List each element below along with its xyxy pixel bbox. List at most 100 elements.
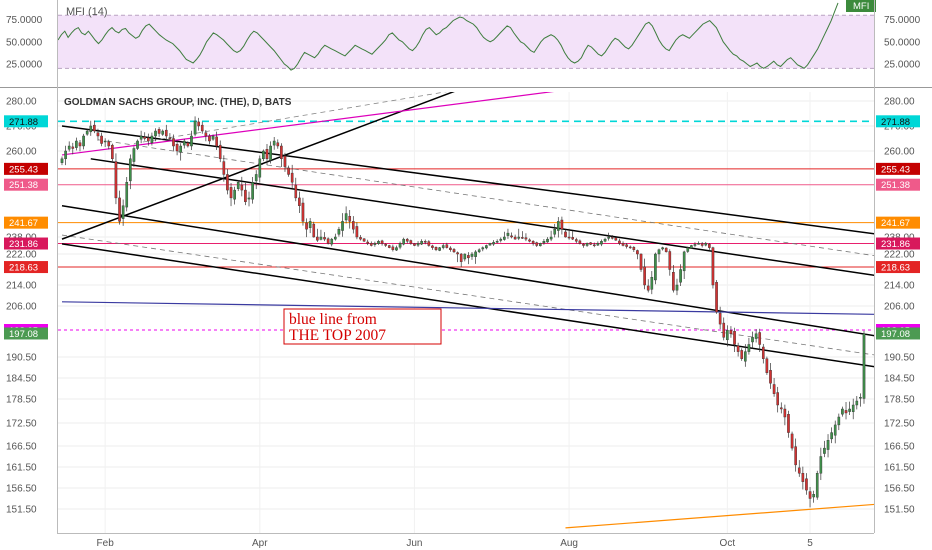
candle-body [452, 249, 456, 253]
price-badge-right [876, 115, 920, 128]
candle-body [139, 135, 143, 140]
candle-body [564, 231, 567, 238]
candle-body [229, 187, 233, 199]
candle-body [812, 494, 815, 498]
price-badge-right [876, 178, 920, 191]
candle-body [636, 250, 639, 255]
price-tick-right: 206.00 [884, 302, 915, 313]
candle-body [157, 129, 161, 134]
candle-body [463, 253, 467, 260]
candle-body [485, 245, 488, 249]
annotation-box [283, 308, 442, 345]
price-badge-label: 251.38 [881, 180, 910, 191]
candle-body [445, 244, 449, 248]
trend-line-median-dashed-1 [97, 139, 874, 257]
price-tick-left: 206.00 [6, 302, 37, 313]
candle-body [585, 243, 589, 246]
candle-body [423, 241, 427, 243]
mfi-tick-right: 50.0000 [884, 37, 921, 48]
candle-body [801, 473, 805, 482]
trend-line-rising-magenta [61, 92, 555, 156]
candle-body [143, 136, 147, 139]
candle-body [603, 238, 607, 242]
price-tick-left: 190.50 [6, 353, 37, 364]
candle-body [747, 344, 751, 352]
candle-body [596, 243, 600, 246]
candle-body [316, 236, 319, 241]
candle-body [521, 237, 524, 239]
candle-body [204, 132, 208, 137]
candle-body [477, 249, 481, 253]
candle-body [808, 491, 812, 499]
candle-body [351, 221, 355, 230]
time-tick: Apr [252, 538, 268, 549]
price-badge-label: 271.88 [9, 117, 38, 128]
price-tick-left: 260.00 [6, 147, 37, 158]
candle-body [833, 424, 837, 436]
candle-body [420, 241, 423, 245]
price-badge-right [876, 261, 920, 274]
price-tick-left: 156.50 [6, 484, 37, 495]
price-badge-label: 218.63 [881, 263, 910, 274]
candle-body [272, 140, 276, 146]
mfi-band [58, 15, 874, 69]
candle-body [682, 251, 686, 272]
candle-body [197, 121, 200, 127]
candle-body [344, 213, 348, 221]
candle-body [78, 142, 82, 147]
price-badges: 271.88 271.88 255.43 255.43 251.38 251.38 241.… [4, 115, 920, 340]
candle-body [85, 130, 89, 135]
price-badge-label: 231.86 [9, 239, 38, 250]
candle-body [708, 243, 711, 248]
candle-body [582, 243, 585, 246]
candle-body [517, 236, 521, 239]
candle-body [578, 240, 582, 244]
candle-body [510, 235, 513, 238]
price-tick-left: 151.50 [6, 505, 37, 516]
candle-body [675, 284, 679, 291]
candle-body [679, 269, 682, 283]
candle-body [258, 158, 262, 178]
candle-body [726, 329, 729, 341]
candle-body [772, 384, 776, 394]
candle-body [193, 120, 197, 135]
price-badge-label: 218.63 [9, 263, 38, 274]
trend-line-bottom-channel [61, 243, 874, 368]
candle-body [754, 333, 758, 339]
candle-body [787, 414, 790, 433]
candle-body [233, 189, 236, 200]
candle-body [668, 251, 672, 270]
candle-body [262, 150, 265, 160]
price-badge-right [876, 162, 920, 175]
candle-body [621, 243, 625, 246]
candle-body [474, 251, 477, 257]
candle-body [218, 144, 222, 160]
candle-body [542, 241, 546, 244]
price-tick-left: 172.50 [6, 419, 37, 430]
candle-body [776, 392, 780, 406]
candle-body [499, 238, 503, 241]
candle-body [398, 243, 402, 248]
candle-body [819, 456, 823, 474]
price-tick-right: 156.50 [884, 484, 915, 495]
candles [60, 116, 866, 508]
candle-body [841, 408, 844, 415]
trend-lines [61, 92, 874, 529]
candle-body [64, 150, 67, 160]
candle-body [600, 241, 603, 245]
candle-body [826, 440, 830, 450]
candle-body [384, 243, 387, 246]
candle-body [495, 241, 499, 243]
candle-body [733, 331, 736, 345]
price-badge-left [4, 327, 48, 340]
candle-body [164, 129, 168, 137]
candle-body [761, 346, 765, 359]
candle-body [326, 238, 330, 244]
price-badge-label: 231.86 [881, 239, 910, 250]
candle-body [592, 244, 596, 247]
candle-body [395, 247, 398, 251]
candle-body [506, 232, 510, 236]
candle-body [380, 240, 384, 244]
candle-body [459, 253, 463, 262]
annotation-line-1: blue line from [289, 311, 377, 328]
